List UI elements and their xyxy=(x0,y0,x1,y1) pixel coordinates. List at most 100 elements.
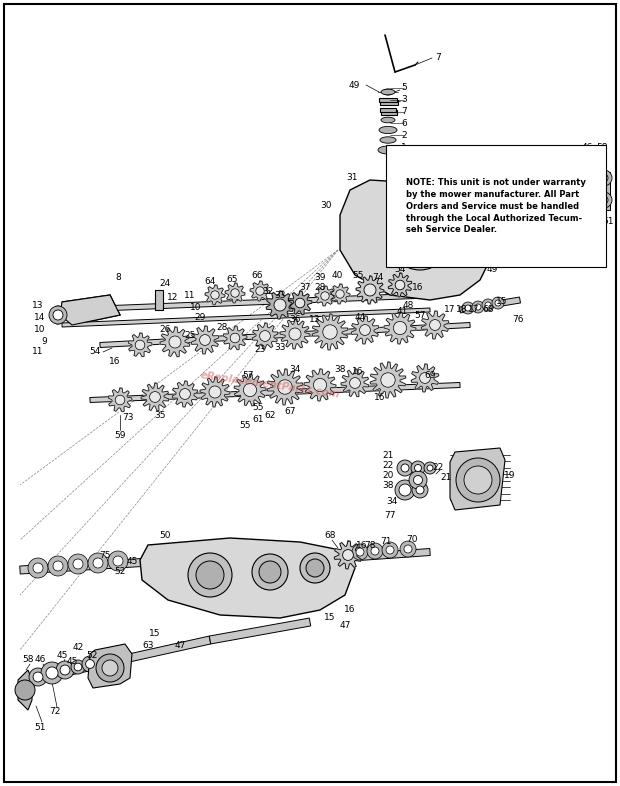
Polygon shape xyxy=(312,314,348,350)
Text: 52: 52 xyxy=(114,567,126,576)
Polygon shape xyxy=(223,326,247,350)
Polygon shape xyxy=(304,369,336,401)
Circle shape xyxy=(490,180,510,200)
Circle shape xyxy=(395,280,405,290)
Circle shape xyxy=(462,302,474,314)
Text: 70: 70 xyxy=(406,535,418,545)
Polygon shape xyxy=(280,319,310,349)
Circle shape xyxy=(244,384,257,397)
Bar xyxy=(381,110,397,115)
Polygon shape xyxy=(250,281,270,301)
Text: 22: 22 xyxy=(432,464,444,472)
Circle shape xyxy=(33,672,43,682)
Circle shape xyxy=(149,391,161,402)
Text: 8: 8 xyxy=(115,274,121,282)
Polygon shape xyxy=(252,323,278,349)
Text: 77: 77 xyxy=(384,510,396,520)
Text: 66: 66 xyxy=(251,270,263,280)
Polygon shape xyxy=(108,388,132,412)
Ellipse shape xyxy=(379,127,397,134)
Bar xyxy=(598,172,610,210)
Circle shape xyxy=(455,215,475,235)
Circle shape xyxy=(274,299,286,311)
Text: 1: 1 xyxy=(401,144,407,152)
Text: 57: 57 xyxy=(242,370,254,380)
Text: 52: 52 xyxy=(86,651,98,659)
Text: 21: 21 xyxy=(383,450,394,460)
Circle shape xyxy=(169,336,181,348)
Circle shape xyxy=(485,302,491,308)
Circle shape xyxy=(409,471,427,489)
Circle shape xyxy=(53,561,63,571)
Polygon shape xyxy=(450,448,505,510)
Circle shape xyxy=(295,298,305,308)
Circle shape xyxy=(456,458,500,502)
Circle shape xyxy=(188,553,232,597)
Text: 15: 15 xyxy=(149,629,161,637)
Polygon shape xyxy=(18,670,32,710)
Circle shape xyxy=(404,545,412,553)
Text: 30: 30 xyxy=(321,200,332,210)
Text: 76: 76 xyxy=(512,315,524,325)
Text: 72: 72 xyxy=(50,707,61,717)
Circle shape xyxy=(96,654,124,682)
Circle shape xyxy=(364,284,376,296)
Text: NOTE: This unit is not under warranty
by the mower manufacturer. All Part
Orders: NOTE: This unit is not under warranty by… xyxy=(405,178,586,234)
Circle shape xyxy=(475,304,481,310)
Text: 62: 62 xyxy=(264,410,276,420)
Text: 16: 16 xyxy=(412,282,423,292)
Circle shape xyxy=(82,656,98,672)
Polygon shape xyxy=(200,377,230,407)
Polygon shape xyxy=(205,285,225,305)
Text: 55: 55 xyxy=(239,421,250,429)
Polygon shape xyxy=(141,383,169,411)
Text: 59: 59 xyxy=(114,431,126,439)
Polygon shape xyxy=(345,549,430,561)
Text: 78: 78 xyxy=(365,541,376,549)
Text: 54: 54 xyxy=(89,347,100,357)
Text: 32: 32 xyxy=(262,288,273,296)
Circle shape xyxy=(102,660,118,676)
Polygon shape xyxy=(351,316,379,344)
Polygon shape xyxy=(100,322,470,347)
Circle shape xyxy=(427,465,433,471)
Circle shape xyxy=(472,301,484,313)
Circle shape xyxy=(565,181,585,201)
Text: 6: 6 xyxy=(401,119,407,127)
Text: 23: 23 xyxy=(254,346,266,354)
Circle shape xyxy=(200,335,210,345)
Text: 13: 13 xyxy=(309,315,321,325)
Text: 75: 75 xyxy=(99,550,111,560)
Circle shape xyxy=(382,542,398,558)
Circle shape xyxy=(15,680,35,700)
Circle shape xyxy=(252,554,288,590)
Circle shape xyxy=(539,174,571,206)
Polygon shape xyxy=(421,311,449,339)
Text: 34: 34 xyxy=(386,498,397,506)
Circle shape xyxy=(68,554,88,574)
Circle shape xyxy=(402,222,438,258)
Circle shape xyxy=(41,662,63,684)
Bar xyxy=(380,108,396,112)
Text: 73: 73 xyxy=(122,413,134,423)
Text: 29: 29 xyxy=(194,314,206,322)
Circle shape xyxy=(414,476,422,484)
Text: 40: 40 xyxy=(331,270,343,280)
Polygon shape xyxy=(29,636,211,684)
Text: 55: 55 xyxy=(252,402,264,412)
Text: 45: 45 xyxy=(126,557,138,567)
Bar xyxy=(386,145,606,267)
Text: 69: 69 xyxy=(424,370,436,380)
Circle shape xyxy=(28,558,48,578)
Circle shape xyxy=(259,561,281,583)
Circle shape xyxy=(600,174,608,182)
Circle shape xyxy=(196,561,224,589)
Text: 64: 64 xyxy=(205,277,216,287)
Circle shape xyxy=(231,288,239,297)
Circle shape xyxy=(209,386,221,398)
Ellipse shape xyxy=(378,146,398,154)
Circle shape xyxy=(256,287,264,296)
Circle shape xyxy=(447,207,483,243)
Bar xyxy=(379,98,397,102)
Circle shape xyxy=(33,563,43,573)
